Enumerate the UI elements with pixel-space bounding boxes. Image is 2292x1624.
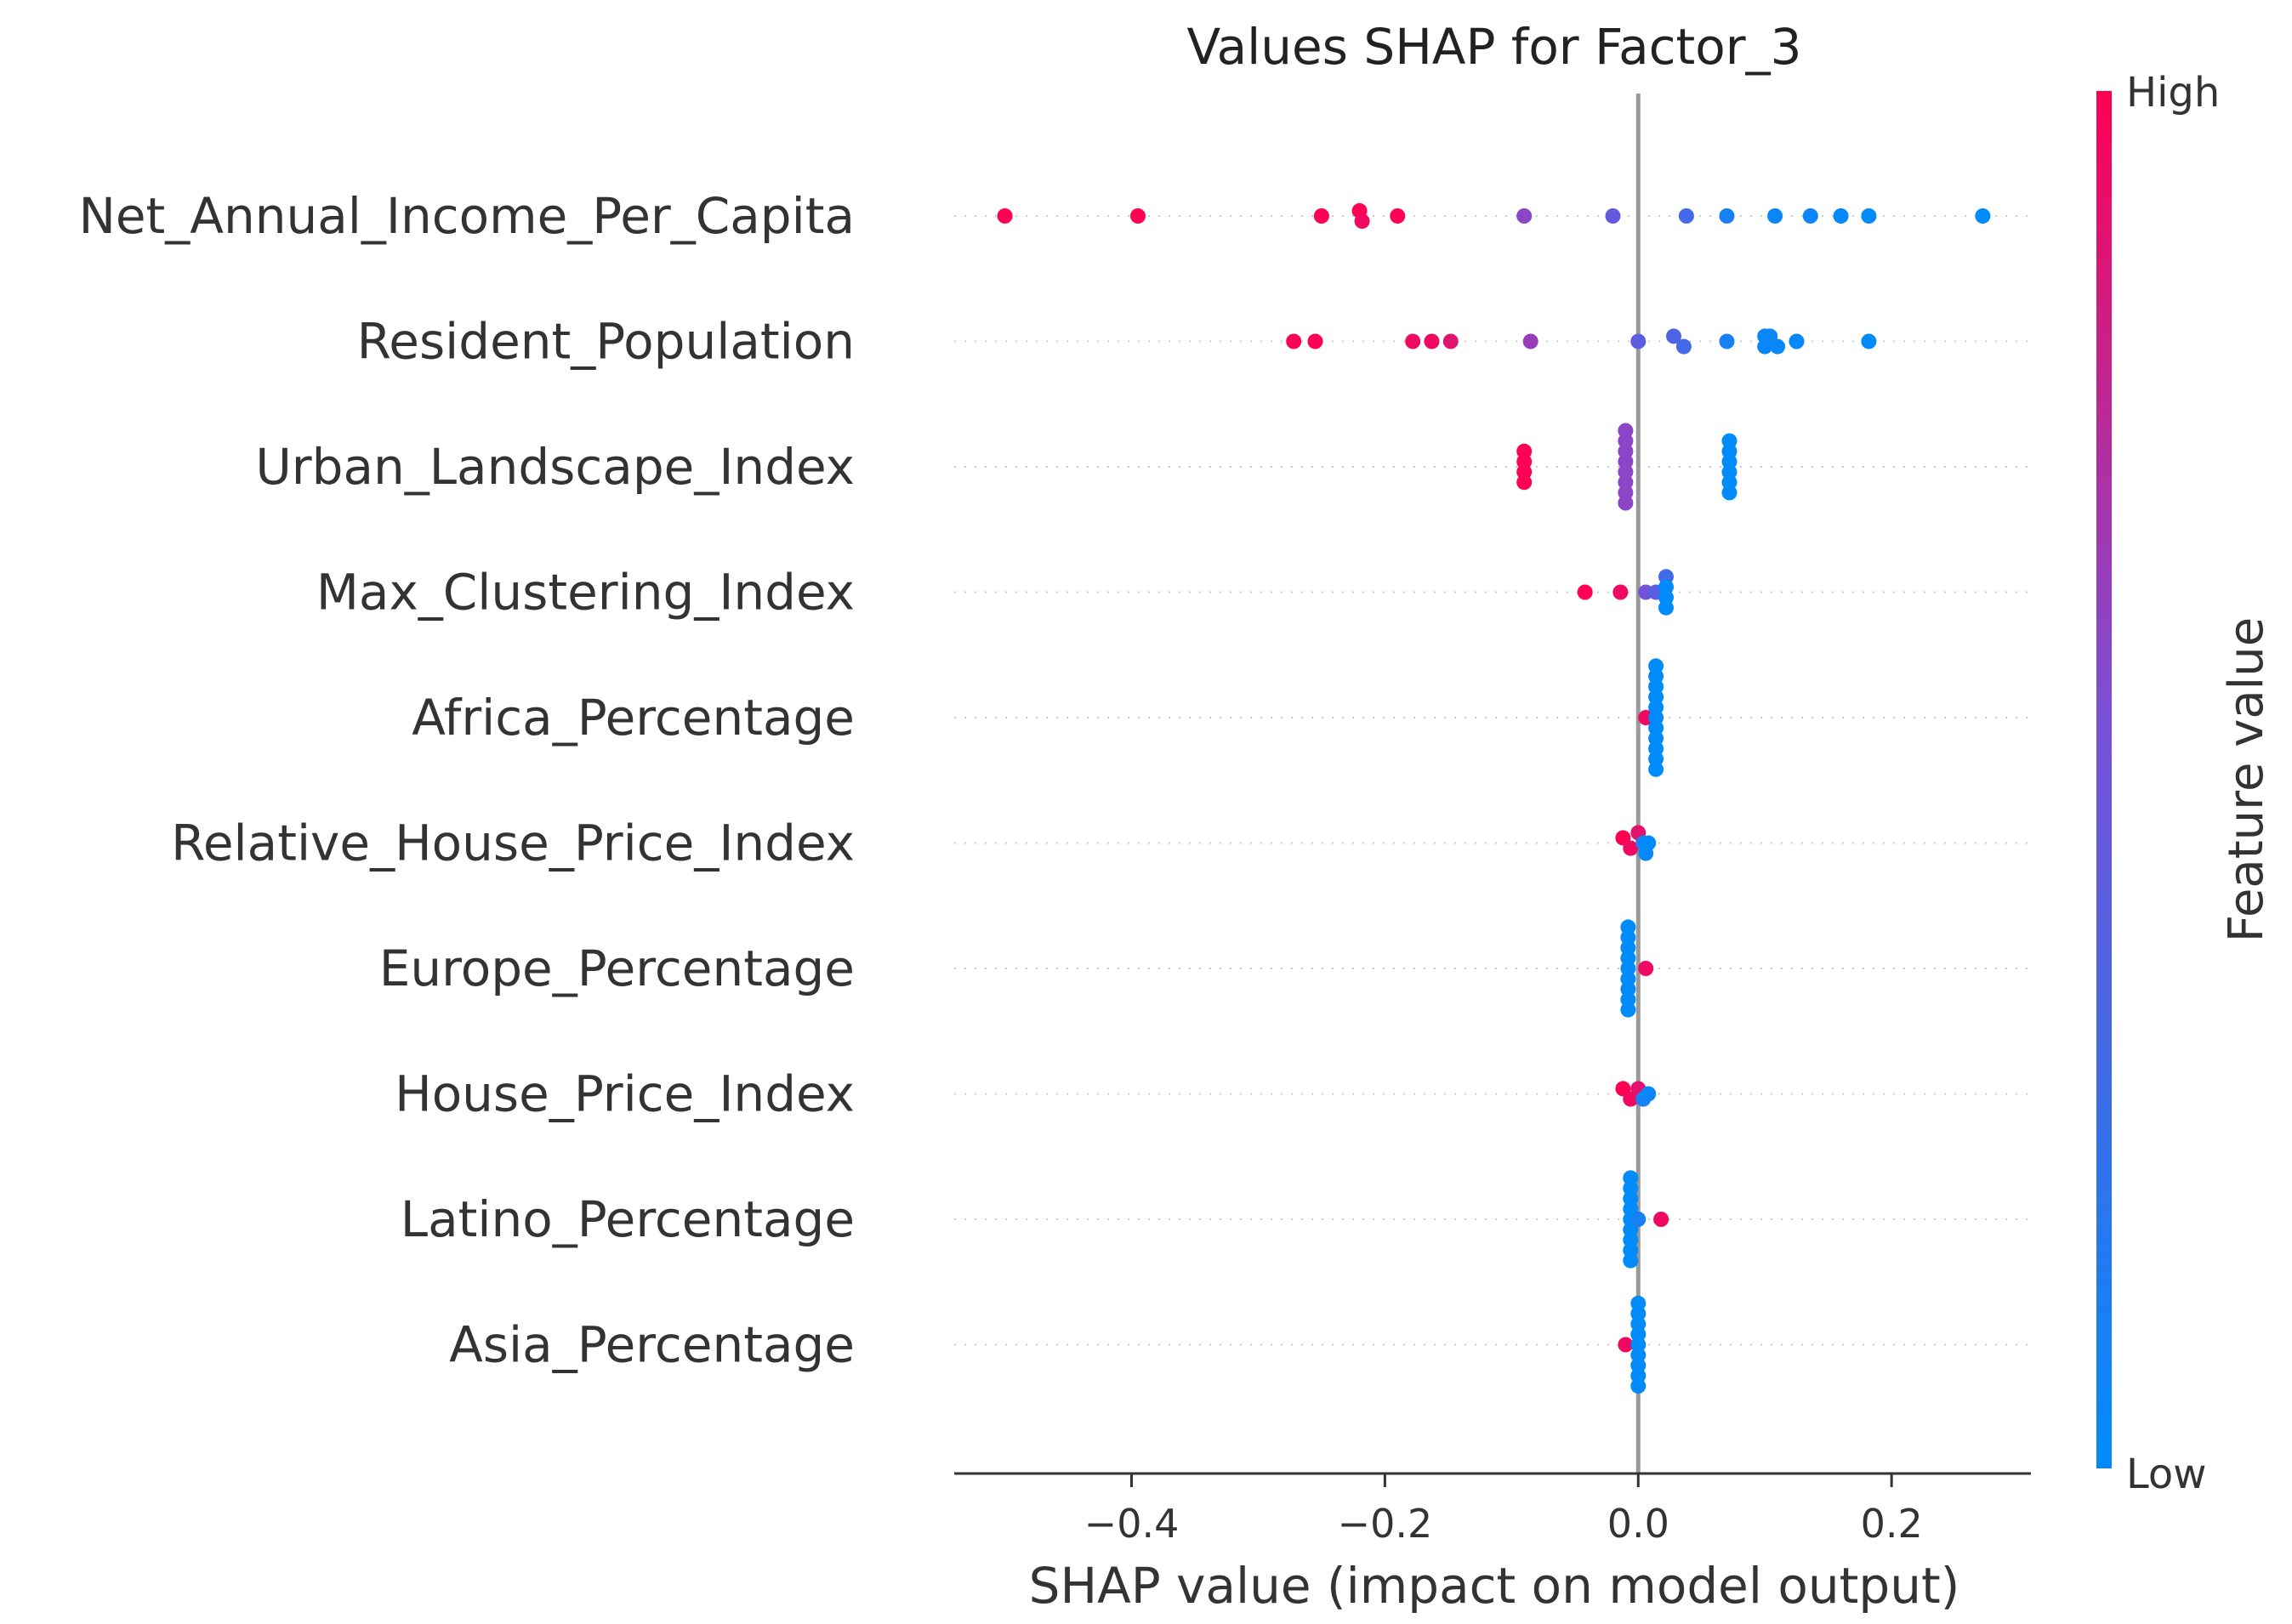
shap-point — [1648, 761, 1664, 777]
feature-label: Urban_Landscape_Index — [255, 438, 855, 496]
feature-rows: Net_Annual_Income_Per_Capita Resident_Pop… — [78, 187, 2031, 1374]
shap-point — [1390, 208, 1406, 224]
shap-point — [1612, 584, 1629, 600]
shap-point — [997, 208, 1013, 224]
chart-title: Values SHAP for Factor_3 — [1186, 18, 1801, 76]
x-tick-label: 0.2 — [1861, 1501, 1923, 1547]
shap-point — [1522, 333, 1538, 349]
shap-point — [1719, 333, 1735, 349]
x-tick-label: −0.4 — [1084, 1501, 1180, 1547]
feature-label: House_Price_Index — [395, 1065, 855, 1123]
shap-point — [1307, 333, 1323, 349]
shap-point — [1313, 208, 1329, 224]
feature-label: Europe_Percentage — [379, 940, 855, 997]
shap-point — [1641, 1086, 1657, 1102]
x-tick-label: 0.0 — [1607, 1501, 1669, 1547]
colorbar-title: Feature value — [2219, 617, 2274, 942]
colorbar-high-label: High — [2126, 69, 2220, 116]
shap-point — [1623, 840, 1639, 856]
shap-point — [1721, 485, 1737, 501]
shap-point — [1666, 328, 1681, 344]
feature-label: Max_Clustering_Index — [316, 564, 855, 622]
x-axis-title: SHAP value (impact on model output) — [1029, 1557, 1960, 1615]
shap-point — [1975, 208, 1991, 224]
shap-point — [1767, 208, 1783, 224]
shap-point — [1658, 599, 1674, 616]
shap-point — [1638, 961, 1654, 976]
feature-label: Relative_House_Price_Index — [171, 815, 855, 872]
shap-point — [1678, 208, 1694, 224]
shap-point — [1770, 338, 1786, 355]
shap-point — [1861, 208, 1877, 224]
shap-point — [1286, 333, 1302, 349]
shap-point — [1630, 1212, 1646, 1227]
shap-point — [1605, 208, 1621, 224]
shap-point — [1653, 1212, 1669, 1227]
shap-point — [1630, 333, 1646, 349]
shap-point — [1618, 1337, 1634, 1353]
shap-point — [1641, 835, 1657, 851]
x-tick-label: −0.2 — [1338, 1501, 1433, 1547]
shap-point — [1620, 1002, 1636, 1018]
shap-point — [1405, 333, 1421, 349]
shap-point — [1833, 208, 1849, 224]
colorbar — [2096, 91, 2112, 1468]
feature-label: Africa_Percentage — [412, 689, 855, 747]
x-axis-ticks: −0.4 −0.2 0.0 0.2 — [1084, 1474, 1923, 1547]
shap-point — [1719, 208, 1735, 224]
shap-point — [1675, 338, 1692, 355]
shap-point — [1577, 584, 1593, 600]
shap-point — [1802, 208, 1818, 224]
shap-point — [1516, 474, 1533, 491]
colorbar-low-label: Low — [2126, 1451, 2207, 1498]
shap-point — [1354, 213, 1370, 230]
shap-points — [997, 202, 1991, 1394]
feature-label: Resident_Population — [357, 313, 855, 371]
shap-point — [1130, 208, 1146, 224]
feature-label: Asia_Percentage — [449, 1316, 855, 1374]
shap-point — [1618, 495, 1634, 511]
shap-point — [1442, 333, 1459, 349]
shap-point — [1861, 333, 1877, 349]
shap-point — [1630, 1378, 1646, 1394]
feature-label: Latino_Percentage — [401, 1190, 855, 1248]
shap-point — [1516, 208, 1533, 224]
shap-point — [1623, 1252, 1639, 1269]
feature-label: Net_Annual_Income_Per_Capita — [78, 187, 855, 245]
shap-point — [1789, 333, 1805, 349]
shap-point — [1424, 333, 1440, 349]
